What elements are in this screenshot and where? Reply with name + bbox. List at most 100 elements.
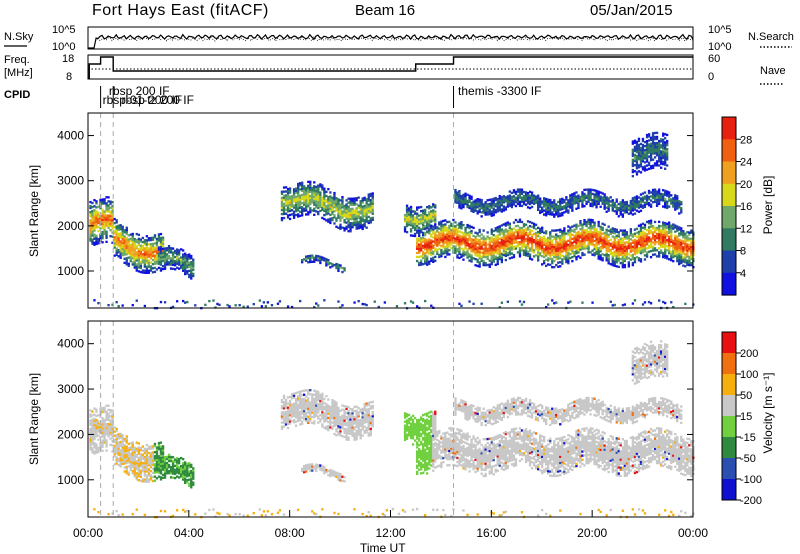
range-time-cell bbox=[129, 458, 132, 461]
power-panel-frame bbox=[88, 113, 693, 308]
range-time-cell bbox=[641, 204, 645, 207]
range-time-cell bbox=[307, 180, 310, 184]
range-time-cell bbox=[488, 208, 491, 212]
range-time-cell bbox=[303, 189, 306, 192]
range-time-cell bbox=[516, 243, 520, 246]
range-time-cell bbox=[639, 209, 643, 212]
range-time-cell bbox=[641, 230, 645, 234]
range-time-cell bbox=[442, 240, 445, 243]
range-time-cell bbox=[520, 241, 524, 244]
range-time-cell bbox=[567, 247, 570, 251]
range-time-cell bbox=[137, 458, 141, 461]
range-time-cell bbox=[430, 226, 433, 229]
range-time-cell bbox=[121, 444, 124, 447]
range-time-cell bbox=[307, 257, 310, 260]
range-time-cell bbox=[409, 216, 413, 219]
range-time-cell bbox=[482, 243, 485, 246]
range-time-cell bbox=[149, 245, 153, 248]
range-time-cell bbox=[547, 200, 550, 203]
range-time-cell bbox=[591, 198, 594, 202]
range-time-cell bbox=[593, 221, 596, 224]
range-time-cell bbox=[133, 242, 136, 245]
range-time-cell bbox=[619, 261, 622, 265]
range-time-cell bbox=[418, 206, 421, 209]
range-time-cell bbox=[660, 198, 663, 202]
range-time-cell bbox=[424, 219, 427, 222]
range-time-cell bbox=[95, 420, 98, 424]
range-time-cell bbox=[524, 199, 528, 202]
range-time-cell bbox=[145, 249, 149, 252]
range-time-cell bbox=[478, 265, 481, 268]
range-time-cell bbox=[466, 199, 469, 203]
range-time-cell bbox=[512, 203, 516, 206]
range-time-cell bbox=[234, 304, 237, 307]
range-time-cell bbox=[131, 240, 134, 244]
range-time-cell bbox=[641, 247, 645, 250]
range-time-cell bbox=[452, 237, 455, 240]
range-time-cell bbox=[674, 236, 677, 239]
range-time-cell bbox=[690, 241, 693, 244]
range-time-cell bbox=[149, 476, 153, 479]
range-time-cell bbox=[329, 266, 332, 269]
range-time-cell bbox=[651, 192, 655, 196]
range-time-cell bbox=[567, 199, 570, 202]
range-time-cell bbox=[438, 241, 441, 244]
range-time-cell bbox=[292, 192, 296, 195]
range-time-cell bbox=[565, 242, 568, 245]
nsky-label: N.Sky bbox=[4, 31, 34, 43]
range-time-cell bbox=[355, 209, 358, 212]
range-time-cell bbox=[113, 426, 116, 429]
range-time-cell bbox=[653, 196, 657, 199]
range-time-cell bbox=[327, 259, 330, 262]
range-time-cell bbox=[141, 253, 145, 256]
range-time-cell bbox=[617, 202, 620, 206]
range-time-cell bbox=[545, 232, 548, 235]
range-time-cell bbox=[486, 237, 489, 240]
range-time-cell bbox=[153, 467, 157, 470]
range-time-cell bbox=[462, 250, 465, 253]
range-time-cell bbox=[676, 247, 679, 251]
range-time-cell bbox=[93, 417, 96, 420]
range-time-cell bbox=[95, 202, 98, 205]
range-time-cell bbox=[664, 157, 667, 160]
range-time-cell bbox=[676, 249, 679, 253]
range-time-cell bbox=[105, 220, 108, 223]
range-time-cell bbox=[526, 232, 530, 235]
range-time-cell bbox=[99, 444, 102, 447]
range-time-cell bbox=[476, 260, 479, 264]
range-time-cell bbox=[309, 258, 312, 262]
range-time-cell bbox=[159, 256, 163, 259]
range-time-cell bbox=[125, 259, 128, 262]
range-time-cell bbox=[182, 259, 185, 262]
range-time-cell bbox=[621, 209, 625, 212]
range-time-cell bbox=[145, 447, 149, 451]
range-time-cell bbox=[633, 252, 637, 256]
range-time-cell bbox=[647, 238, 651, 241]
range-time-cell bbox=[494, 249, 497, 252]
range-time-cell bbox=[123, 462, 126, 465]
range-time-cell bbox=[422, 219, 425, 222]
range-time-cell bbox=[137, 468, 141, 472]
range-time-cell bbox=[135, 299, 138, 302]
range-time-cell bbox=[520, 220, 524, 224]
range-time-cell bbox=[474, 231, 477, 234]
range-time-cell bbox=[575, 252, 578, 255]
range-time-cell bbox=[559, 248, 562, 252]
range-time-cell bbox=[351, 203, 354, 207]
range-time-cell bbox=[607, 241, 610, 245]
range-time-cell bbox=[460, 201, 463, 204]
range-time-cell bbox=[93, 219, 96, 222]
range-time-cell bbox=[472, 251, 475, 254]
range-time-cell bbox=[133, 240, 136, 243]
range-time-cell bbox=[105, 429, 108, 432]
range-time-cell bbox=[528, 249, 532, 252]
range-time-cell bbox=[438, 231, 441, 234]
range-time-cell bbox=[192, 268, 195, 272]
range-time-cell bbox=[159, 245, 163, 249]
range-time-cell bbox=[89, 433, 92, 437]
range-time-cell bbox=[611, 207, 614, 210]
range-time-cell bbox=[153, 471, 157, 474]
range-time-cell bbox=[359, 202, 362, 205]
range-time-cell bbox=[329, 221, 332, 225]
range-time-cell bbox=[639, 165, 643, 168]
